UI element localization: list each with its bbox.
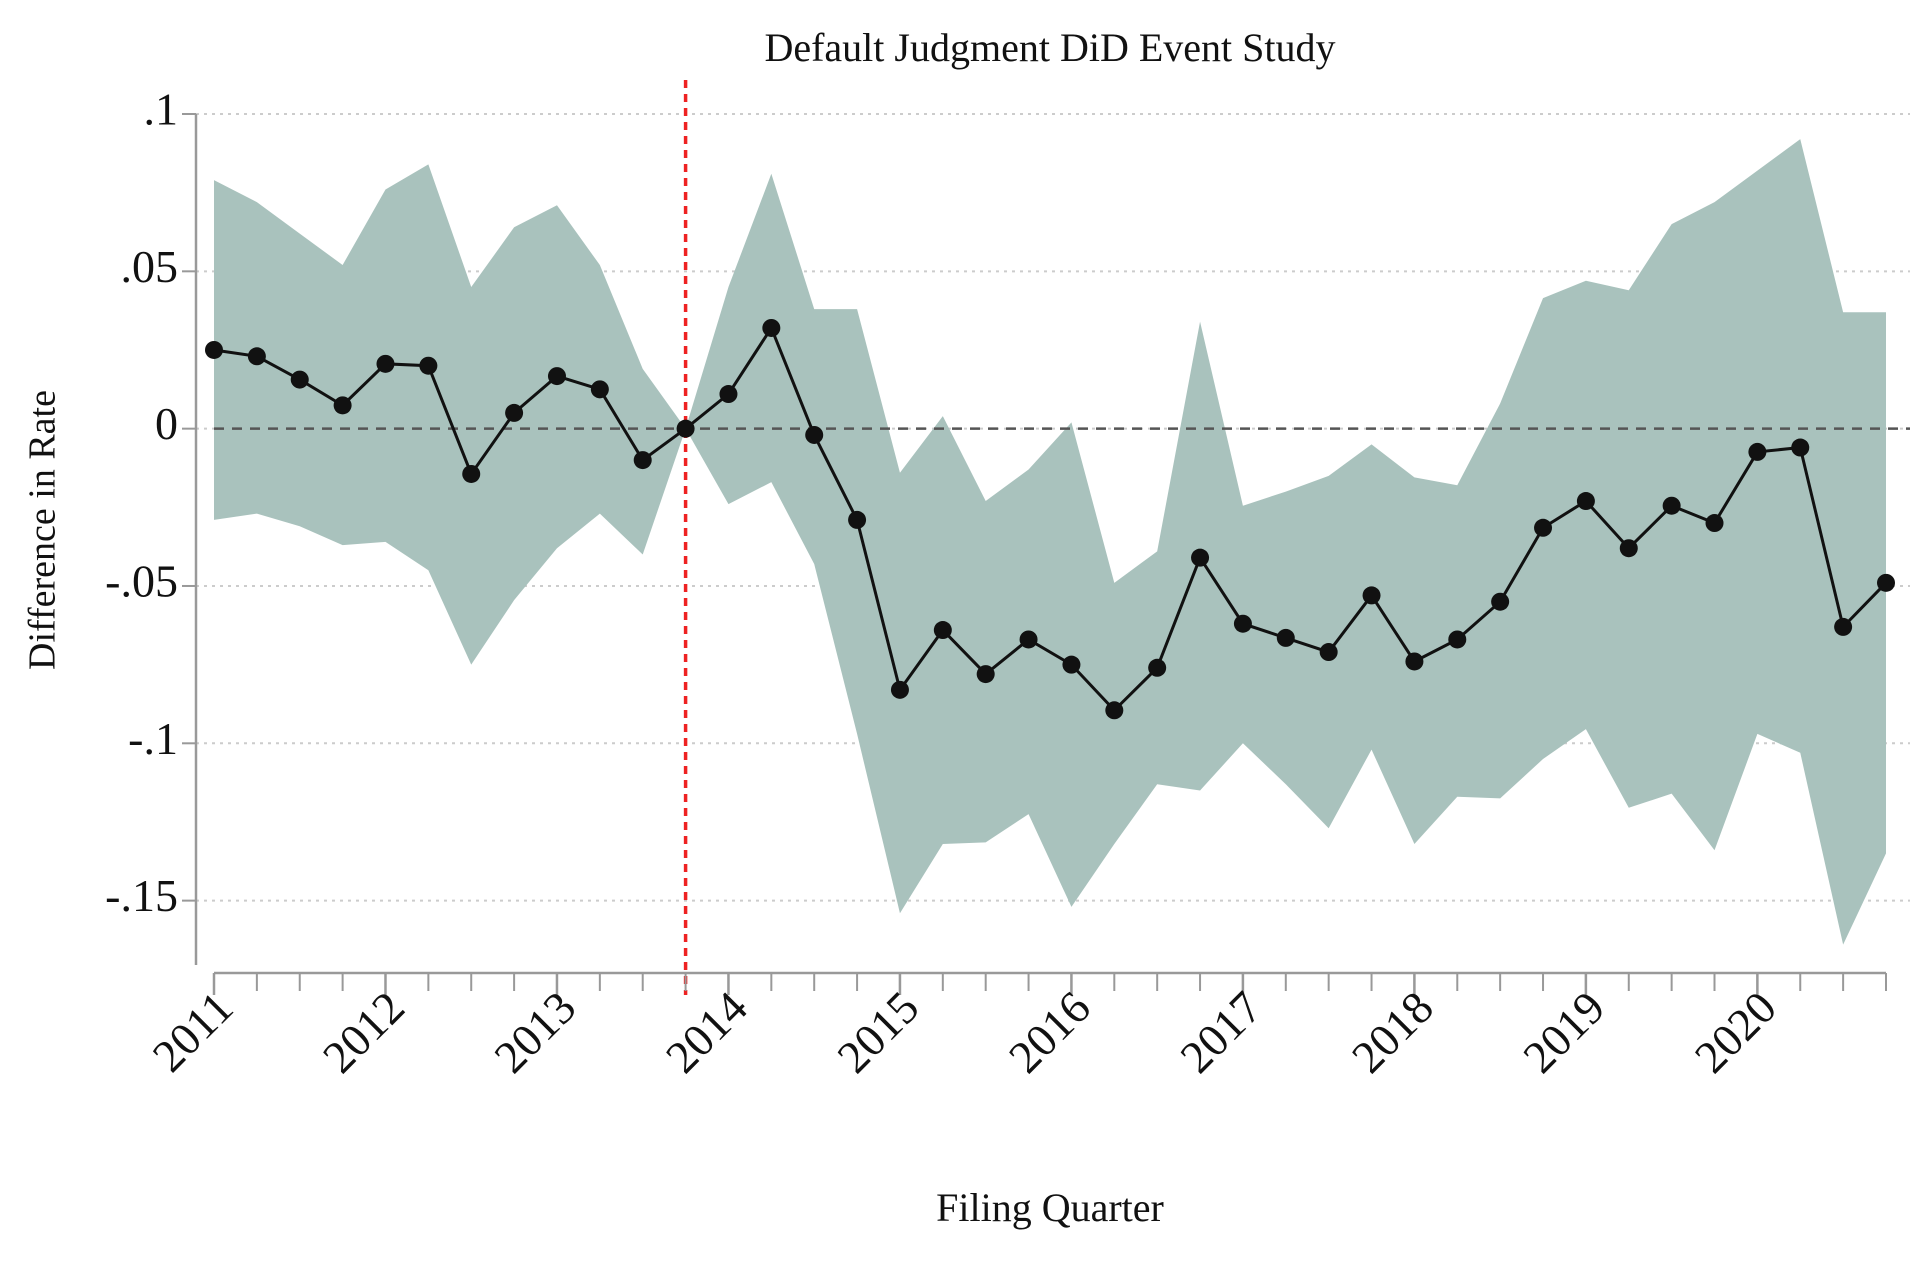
data-point (1019, 630, 1038, 649)
x-tick-label: 2012 (313, 981, 414, 1082)
data-point (1448, 630, 1467, 649)
data-point (1748, 442, 1767, 461)
data-point (1534, 518, 1553, 537)
data-point (1276, 628, 1295, 647)
x-tick-label: 2018 (1342, 981, 1443, 1082)
data-point (333, 396, 352, 415)
data-point (590, 380, 609, 399)
data-point (1405, 652, 1424, 671)
data-point (762, 318, 781, 337)
data-point (1233, 614, 1252, 633)
data-point (419, 356, 438, 375)
data-point (719, 385, 738, 404)
data-point (1619, 539, 1638, 558)
data-point (1362, 586, 1381, 605)
data-point (1491, 592, 1510, 611)
x-tick-label: 2016 (999, 981, 1100, 1082)
data-point (290, 370, 309, 389)
x-tick-label: 2015 (827, 981, 928, 1082)
x-tick-label: 2017 (1170, 981, 1271, 1082)
x-tick-label: 2013 (484, 981, 585, 1082)
data-point (505, 403, 524, 422)
series-line (213, 324, 1888, 713)
data-point (1877, 573, 1895, 592)
y-tick-label: .05 (121, 241, 179, 292)
data-point (1662, 496, 1681, 515)
data-point (1105, 701, 1124, 720)
data-point (1576, 492, 1595, 511)
y-tick-label: 0 (155, 398, 178, 449)
data-point (805, 425, 824, 444)
data-point (1319, 643, 1338, 662)
data-point (547, 367, 566, 386)
data-point (376, 354, 395, 373)
x-axis-label: Filing Quarter (936, 1185, 1164, 1230)
data-point (633, 451, 652, 470)
x-tick-label: 2020 (1685, 981, 1786, 1082)
y-tick-label: -.05 (105, 556, 178, 607)
data-point (462, 464, 481, 483)
data-point (1705, 514, 1724, 533)
data-point (976, 665, 995, 684)
data-point (848, 510, 867, 529)
data-point (1062, 655, 1081, 674)
y-tick-label: .1 (144, 84, 179, 135)
data-point (1191, 548, 1210, 567)
x-tick-label: 2014 (656, 981, 757, 1082)
confidence-band (214, 139, 1886, 945)
data-point (890, 680, 909, 699)
y-tick-label: -.15 (105, 870, 178, 921)
data-point (205, 340, 223, 359)
data-point (933, 621, 952, 640)
data-point (247, 347, 266, 366)
x-tick-label: 2019 (1513, 981, 1614, 1082)
chart-title: Default Judgment DiD Event Study (764, 25, 1335, 70)
x-tick-label: 2011 (143, 981, 243, 1081)
y-axis-label: Difference in Rate (22, 390, 64, 670)
data-point (1148, 658, 1167, 677)
y-tick-label: -.1 (128, 713, 178, 764)
data-point (1791, 438, 1810, 457)
data-point (676, 419, 695, 438)
data-point (1834, 617, 1853, 636)
